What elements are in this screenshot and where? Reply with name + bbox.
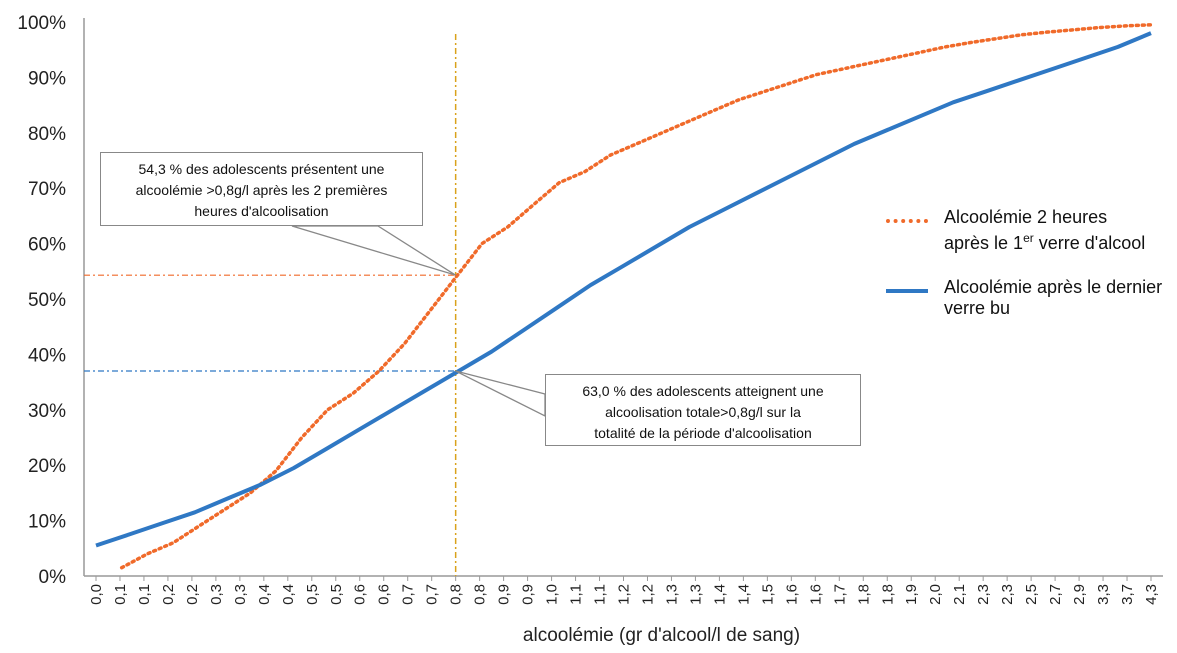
x-tick-label: 0,3 [208, 584, 225, 605]
x-tick-label: 3,3 [1095, 584, 1112, 605]
x-tick-label: 3,7 [1119, 584, 1136, 605]
x-tick-label: 2,5 [1023, 584, 1040, 605]
x-tick-label: 2,7 [1047, 584, 1064, 605]
y-tick-label: 90% [28, 68, 66, 89]
legend-label-2h: Alcoolémie 2 heures après le 1er verre d… [944, 207, 1145, 254]
x-tick-label: 1,5 [759, 584, 776, 605]
legend-2h-sup: er [1023, 231, 1034, 245]
x-tick-label: 0,5 [304, 584, 321, 605]
legend-label-dernier: Alcoolémie après le dernier verre bu [944, 277, 1162, 319]
x-tick-label: 1,8 [855, 584, 872, 605]
x-tick-label: 1,6 [783, 584, 800, 605]
y-tick-label: 20% [28, 456, 66, 477]
y-tick-label: 10% [28, 512, 66, 533]
callout-2-line-3: totalité de la période d'alcoolisation [594, 425, 812, 441]
x-tick-label: 1,3 [663, 584, 680, 605]
legend-item-dernier: Alcoolémie après le dernier verre bu [886, 277, 1176, 327]
legend-swatch-solid [886, 289, 928, 293]
x-tick-label: 0,1 [112, 584, 129, 605]
y-tick-label: 60% [28, 235, 66, 256]
x-tick-label: 1,1 [592, 584, 609, 605]
x-tick-label: 2,0 [927, 584, 944, 605]
x-tick-label: 1,4 [711, 584, 728, 605]
callout-1-line-1: 54,3 % des adolescents présentent une [138, 161, 385, 177]
x-tick-label: 0,2 [184, 584, 201, 605]
x-tick-label: 0,8 [448, 584, 465, 605]
callout-2-pointer [455, 370, 546, 418]
x-tick-label: 0,8 [472, 584, 489, 605]
callout-adolescents-2h: 54,3 % des adolescents présentent une al… [100, 152, 423, 226]
x-tick-label: 0,7 [424, 584, 441, 605]
x-tick-label: 0,9 [496, 584, 513, 605]
callout-1-line-3: heures d'alcoolisation [194, 203, 329, 219]
x-tick-label: 1,9 [903, 584, 920, 605]
legend-2h-line-2: après le 1er verre d'alcool [944, 228, 1145, 254]
y-tick-label: 100% [17, 13, 66, 34]
x-tick-label: 0,4 [256, 584, 273, 605]
y-tick-label: 0% [39, 567, 67, 588]
x-tick-label: 4,3 [1143, 584, 1160, 605]
x-tick-label: 1,8 [879, 584, 896, 605]
callout-2-line-1: 63,0 % des adolescents atteignent une [582, 383, 824, 399]
x-tick-label: 0,6 [352, 584, 369, 605]
x-axis-title: alcoolémie (gr d'alcool/l de sang) [523, 625, 800, 646]
x-tick-label: 2,9 [1071, 584, 1088, 605]
x-tick-label: 1,1 [568, 584, 585, 605]
x-tick-label: 1,7 [831, 584, 848, 605]
x-tick-label: 1,2 [616, 584, 633, 605]
x-tick-label: 0,6 [376, 584, 393, 605]
series-line-dernier [95, 31, 1152, 548]
legend-dernier-line-1: Alcoolémie après le dernier [944, 277, 1163, 297]
x-tick-label: 1,4 [735, 584, 752, 605]
x-tick-label: 0,2 [160, 584, 177, 605]
legend-item-2h: Alcoolémie 2 heures après le 1er verre d… [886, 207, 1176, 257]
callout-adolescents-total: 63,0 % des adolescents atteignent une al… [545, 374, 861, 446]
y-tick-label: 30% [28, 401, 66, 422]
legend-dernier-line-2: verre bu [944, 298, 1011, 318]
legend-2h-text-a: après le 1 [944, 233, 1024, 253]
x-tick-label: 1,3 [687, 584, 704, 605]
x-tick-label: 1,6 [807, 584, 824, 605]
x-tick-label: 0,5 [328, 584, 345, 605]
legend-2h-text-b: verre d'alcool [1033, 233, 1146, 253]
x-tick-label: 0,3 [232, 584, 249, 605]
x-tick-label: 0,0 [88, 584, 105, 605]
legend-swatch-dotted [886, 219, 928, 223]
callout-1-pointer [291, 225, 457, 276]
callout-1-line-2: alcoolémie >0,8g/l après les 2 premières [135, 182, 388, 198]
y-tick-label: 40% [28, 345, 66, 366]
x-tick-label: 1,0 [544, 584, 561, 605]
x-tick-label: 1,2 [639, 584, 656, 605]
x-tick-label: 0,7 [400, 584, 417, 605]
y-tick-label: 80% [28, 124, 66, 145]
x-tick-label: 2,3 [999, 584, 1016, 605]
x-tick-label: 0,1 [136, 584, 153, 605]
y-tick-label: 70% [28, 179, 66, 200]
x-tick-label: 0,9 [520, 584, 537, 605]
legend-2h-line-1: Alcoolémie 2 heures [944, 207, 1108, 227]
series-line-2h [119, 23, 1153, 570]
y-tick-label: 50% [28, 290, 66, 311]
callout-2-line-2: alcoolisation totale>0,8g/l sur la [605, 404, 801, 420]
x-tick-label: 2,3 [975, 584, 992, 605]
x-tick-label: 0,4 [280, 584, 297, 605]
x-tick-label: 2,1 [951, 584, 968, 605]
